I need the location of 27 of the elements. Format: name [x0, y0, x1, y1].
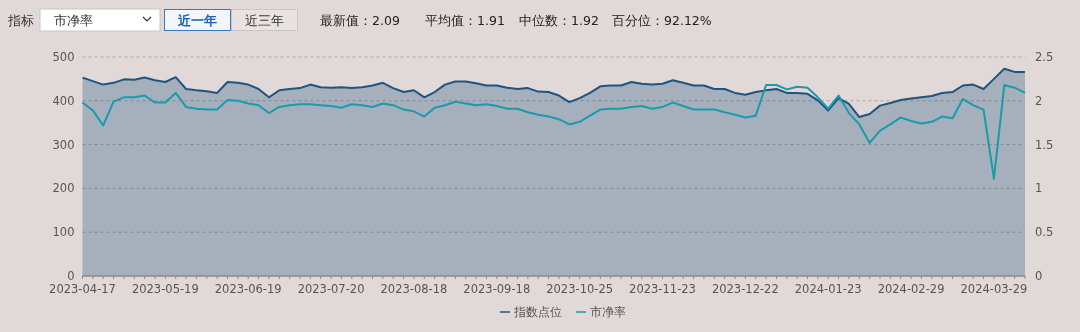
x-tick-label: 2023-06-19 — [214, 282, 282, 296]
y-tick-label: 500 — [52, 50, 75, 64]
header: 指标 市净率 近一年 近三年 最新值：2.09 平均值：1.91 中位数：1.92 百分位：92.12% — [8, 8, 712, 32]
x-tick-label: 2023-11-23 — [629, 282, 696, 296]
legend-label: 市净率 — [590, 305, 626, 319]
y2-tick-label: 0 — [1035, 269, 1043, 283]
x-tick-label: 2023-09-18 — [463, 282, 531, 296]
y2-tick-label: 1 — [1035, 181, 1043, 196]
x-tick-label: 2023-07-20 — [297, 282, 365, 296]
x-tick-label: 2023-05-19 — [131, 282, 199, 296]
y2-tick-label: 2 — [1035, 93, 1043, 108]
x-tick-label: 2024-03-29 — [960, 282, 1028, 296]
x-tick-label: 2024-01-23 — [794, 282, 862, 296]
y-tick-label: 100 — [52, 225, 75, 240]
y2-tick-label: 1.5 — [1035, 137, 1054, 152]
x-tick-label: 2023-12-22 — [711, 282, 779, 296]
x-tick-label: 2023-04-17 — [49, 282, 116, 296]
y2-tick-label: 0.5 — [1035, 225, 1054, 240]
y-tick-label: 200 — [52, 181, 75, 196]
x-tick-label: 2023-08-18 — [380, 282, 448, 296]
y-tick-label: 300 — [52, 137, 75, 152]
legend-label: 指数点位 — [513, 305, 562, 319]
x-tick-label: 2024-02-29 — [877, 282, 945, 296]
y-tick-label: 0 — [67, 269, 75, 283]
x-tick-label: 2023-10-25 — [546, 282, 614, 296]
y2-tick-label: 2.5 — [1035, 50, 1054, 64]
y-tick-label: 400 — [52, 93, 75, 108]
